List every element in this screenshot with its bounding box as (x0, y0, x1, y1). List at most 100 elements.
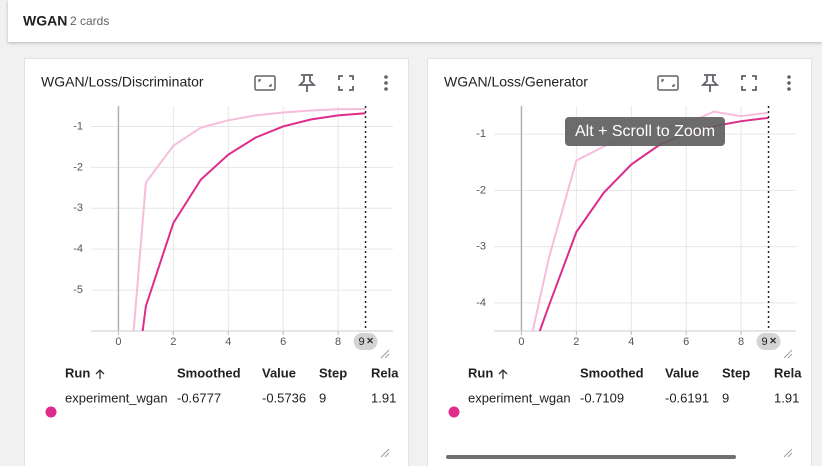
more-button[interactable] (384, 75, 388, 91)
icon-shape (700, 74, 720, 92)
run-color[interactable] (45, 406, 57, 418)
resize-handle[interactable] (783, 448, 793, 458)
fit-button[interactable] (657, 75, 679, 91)
resize-line (783, 448, 793, 458)
x-tick-label: 2 (573, 336, 579, 348)
y-tick-label: -5 (73, 284, 83, 296)
resize-handle[interactable] (380, 448, 390, 458)
y-tick-label: -1 (73, 120, 83, 132)
more-button[interactable] (787, 75, 791, 91)
badge-close (367, 337, 374, 344)
resize-line (384, 353, 390, 359)
y-tick-label: -3 (476, 241, 486, 253)
resize-line (384, 452, 390, 458)
x-tick-label: 0 (518, 336, 524, 348)
step-badge[interactable]: 9 (756, 333, 781, 350)
scrollbar[interactable] (446, 455, 736, 459)
step-badge[interactable]: 9 (353, 333, 378, 350)
x-tick-label: 4 (225, 336, 231, 348)
column-header[interactable]: Value (665, 365, 699, 380)
badge-bg (756, 333, 781, 350)
table-cell: -0.6191 (665, 390, 709, 405)
table-cell: 9 (722, 390, 729, 405)
table-cell: -0.5736 (262, 390, 306, 405)
card: WGAN/Loss/Discriminator -5 -4 -3 -2 -1 0 2 4 6 8 9 R… (24, 58, 409, 466)
resize-line (380, 448, 390, 458)
resize-line (787, 452, 793, 458)
column-header[interactable]: Run (468, 365, 493, 380)
table-cell: 1.91 (774, 390, 799, 405)
sort-arrow (95, 369, 105, 379)
column-header[interactable]: Rela (774, 365, 802, 380)
y-tick-label: -2 (73, 161, 83, 173)
pin-button[interactable] (700, 74, 720, 92)
series-line (141, 112, 366, 331)
table-cell: -0.6777 (177, 390, 221, 405)
tooltip: Alt + Scroll to Zoom (575, 123, 715, 140)
plot-area (132, 108, 366, 331)
expand-button[interactable] (338, 75, 354, 91)
x-tick-label: 6 (280, 336, 286, 348)
badge-step: 9 (761, 336, 767, 348)
icon-shape (661, 79, 675, 87)
card-title: WGAN/Loss/Discriminator (41, 74, 204, 90)
resize-handle[interactable] (380, 349, 390, 359)
column-header[interactable]: Step (722, 365, 750, 380)
badge-bg (353, 333, 378, 350)
y-tick-label: -4 (73, 243, 83, 255)
resize-line (787, 353, 793, 359)
top-bar-content: WGAN 2 cards (23, 13, 109, 29)
x-tick-label: 8 (335, 336, 341, 348)
x-tick-label: 2 (170, 336, 176, 348)
series-line (132, 108, 366, 331)
column-header[interactable]: Smoothed (580, 365, 644, 380)
fit-button[interactable] (254, 75, 276, 91)
column-header[interactable]: Value (262, 365, 296, 380)
card-content: WGAN/Loss/Discriminator -5 -4 -3 -2 -1 0 2 4 6 8 9 R… (41, 74, 399, 458)
resize-line (783, 349, 793, 359)
resize-line (380, 349, 390, 359)
table-cell: 1.91 (371, 390, 396, 405)
card-count: 2 cards (70, 14, 109, 28)
x-tick-label: 8 (738, 336, 744, 348)
x-tick-label: 4 (628, 336, 634, 348)
pin-button[interactable] (297, 74, 317, 92)
icon-dot (787, 81, 791, 85)
icon-dot (787, 75, 791, 79)
badge-step: 9 (358, 336, 364, 348)
resize-handle[interactable] (783, 349, 793, 359)
card-title: WGAN/Loss/Generator (444, 74, 588, 90)
y-tick-label: -1 (476, 128, 486, 140)
table-cell: -0.7109 (580, 390, 624, 405)
y-tick-label: -2 (476, 184, 486, 196)
icon-dot (384, 81, 388, 85)
icon-shape (338, 75, 354, 91)
table-cell: experiment_wgan (65, 390, 168, 405)
top-bar: WGAN 2 cards (8, 0, 822, 42)
column-header[interactable]: Smoothed (177, 365, 241, 380)
column-header[interactable]: Step (319, 365, 347, 380)
column-header[interactable]: Rela (371, 365, 399, 380)
run-color[interactable] (448, 406, 460, 418)
card: WGAN/Loss/Generator -4 -3 -2 -1 0 2 4 6 8 9 Alt + S… (427, 58, 812, 466)
series-line (538, 116, 769, 331)
icon-dot (384, 87, 388, 91)
icon-shape (254, 75, 276, 91)
group-title: WGAN (23, 13, 67, 29)
badge-close (770, 337, 777, 344)
icon-shape (258, 79, 272, 87)
icon-shape (741, 75, 757, 91)
expand-button[interactable] (741, 75, 757, 91)
icon-shape (297, 74, 317, 92)
table-cell: 9 (319, 390, 326, 405)
tooltip-bg (565, 117, 725, 146)
sort-arrow (498, 369, 508, 379)
icon-dot (384, 75, 388, 79)
y-tick-label: -3 (73, 202, 83, 214)
y-tick-label: -4 (476, 297, 486, 309)
card-content: WGAN/Loss/Generator -4 -3 -2 -1 0 2 4 6 8 9 Alt + S… (444, 74, 802, 459)
x-tick-label: 6 (683, 336, 689, 348)
column-header[interactable]: Run (65, 365, 90, 380)
x-tick-label: 0 (115, 336, 121, 348)
